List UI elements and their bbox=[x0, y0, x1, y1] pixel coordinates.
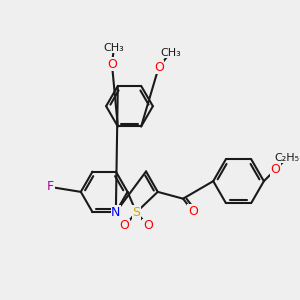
Text: N: N bbox=[111, 206, 121, 219]
Text: C₂H₅: C₂H₅ bbox=[275, 153, 300, 163]
Text: CH₃: CH₃ bbox=[103, 43, 124, 53]
Text: O: O bbox=[120, 219, 130, 232]
Text: O: O bbox=[271, 163, 281, 176]
Text: S: S bbox=[132, 206, 140, 219]
Text: O: O bbox=[143, 219, 153, 232]
Text: F: F bbox=[47, 181, 54, 194]
Text: O: O bbox=[107, 58, 117, 71]
Text: O: O bbox=[154, 61, 164, 74]
Text: O: O bbox=[188, 205, 198, 218]
Text: CH₃: CH₃ bbox=[160, 48, 181, 58]
